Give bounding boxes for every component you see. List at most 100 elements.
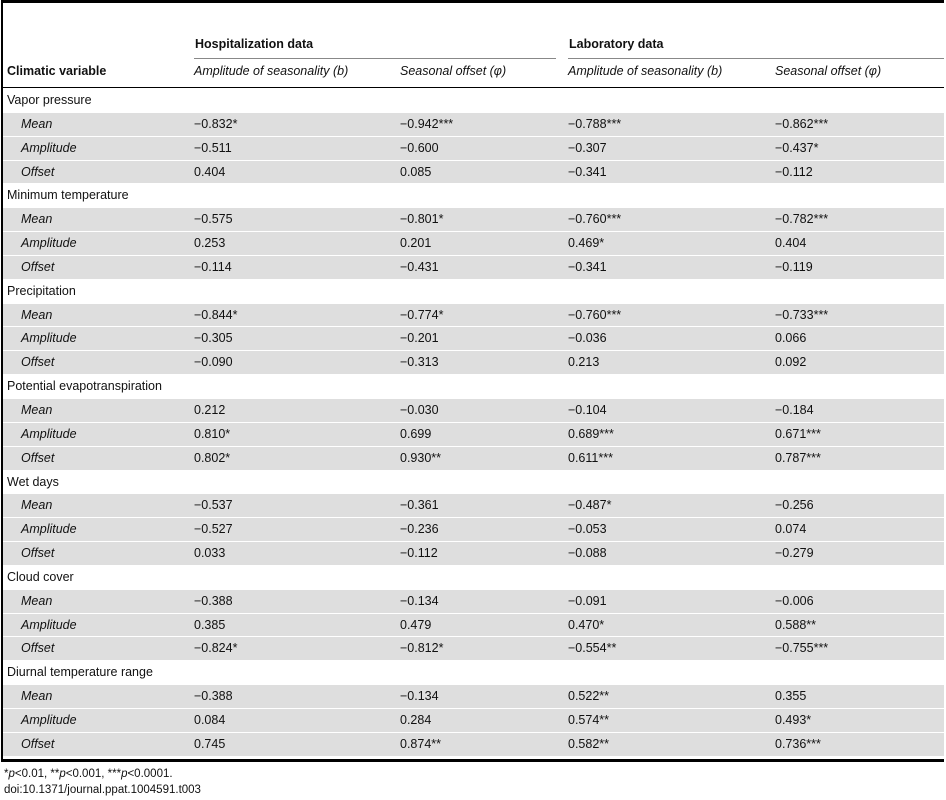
value-cell: −0.112 bbox=[775, 164, 813, 179]
value-cell: −0.341 bbox=[568, 164, 607, 179]
value-cell: −0.279 bbox=[775, 546, 814, 561]
table-row: Amplitude 0.084 0.284 0.574** 0.493* bbox=[3, 708, 944, 733]
value-cell: −0.733*** bbox=[775, 307, 829, 322]
table-row: Amplitude 0.253 0.201 0.469* 0.404 bbox=[3, 232, 944, 256]
value-cell: −0.788*** bbox=[568, 116, 622, 131]
table-row: Offset −0.824* −0.812* −0.554** −0.755*** bbox=[3, 637, 944, 662]
value-cell: −0.307 bbox=[568, 140, 607, 155]
col-header-variable: Climatic variable bbox=[7, 64, 107, 78]
row-label: Mean bbox=[21, 116, 53, 131]
table-frame bbox=[1, 0, 944, 762]
section-row: Precipitation bbox=[3, 280, 944, 304]
value-cell: 0.611*** bbox=[568, 450, 613, 465]
row-label: Amplitude bbox=[21, 236, 77, 251]
section-row: Minimum temperature bbox=[3, 184, 944, 208]
group-header-hospitalization: Hospitalization data bbox=[195, 37, 314, 51]
col-header-lab-amplitude: Amplitude of seasonality (b) bbox=[568, 64, 723, 78]
row-label: Mean bbox=[21, 689, 53, 704]
group-rule-laboratory bbox=[568, 58, 944, 59]
row-label: Amplitude bbox=[21, 331, 77, 346]
row-label: Offset bbox=[21, 355, 55, 370]
value-cell: −0.537 bbox=[194, 498, 233, 513]
value-cell: −0.201 bbox=[400, 331, 439, 346]
table-row: Offset −0.114 −0.431 −0.341 −0.119 bbox=[3, 255, 944, 280]
value-cell: −0.844* bbox=[194, 307, 238, 322]
section-row: Potential evapotranspiration bbox=[3, 375, 944, 399]
value-cell: −0.812* bbox=[400, 641, 444, 656]
value-cell: −0.134 bbox=[400, 689, 439, 704]
table-row: Amplitude 0.810* 0.699 0.689*** 0.671*** bbox=[3, 422, 944, 447]
value-cell: −0.104 bbox=[568, 402, 607, 417]
value-cell: 0.469* bbox=[568, 236, 605, 251]
value-cell: −0.487* bbox=[568, 498, 612, 513]
value-cell: −0.088 bbox=[568, 546, 607, 561]
value-cell: −0.554** bbox=[568, 641, 617, 656]
row-label: Mean bbox=[21, 307, 53, 322]
value-cell: −0.341 bbox=[568, 259, 607, 274]
value-cell: −0.388 bbox=[194, 593, 233, 608]
row-label: Amplitude bbox=[21, 426, 77, 441]
value-cell: −0.527 bbox=[194, 522, 233, 537]
row-label: Amplitude bbox=[21, 712, 77, 727]
row-label: Mean bbox=[21, 402, 53, 417]
value-cell: −0.760*** bbox=[568, 307, 622, 322]
value-cell: 0.574** bbox=[568, 712, 610, 727]
value-cell: 0.930** bbox=[400, 450, 442, 465]
section-title: Wet days bbox=[7, 474, 59, 489]
value-cell: −0.053 bbox=[568, 522, 607, 537]
section-row: Cloud cover bbox=[3, 566, 944, 590]
table-row: Offset 0.745 0.874** 0.582** 0.736*** bbox=[3, 732, 944, 757]
row-label: Offset bbox=[21, 450, 55, 465]
section-title: Cloud cover bbox=[7, 569, 74, 584]
value-cell: 0.802* bbox=[194, 450, 231, 465]
value-cell: −0.313 bbox=[400, 355, 439, 370]
value-cell: −0.030 bbox=[400, 402, 439, 417]
value-cell: −0.305 bbox=[194, 331, 233, 346]
table-row: Offset 0.802* 0.930** 0.611*** 0.787*** bbox=[3, 446, 944, 471]
value-cell: 0.253 bbox=[194, 236, 226, 251]
value-cell: −0.575 bbox=[194, 212, 233, 227]
value-cell: −0.832* bbox=[194, 116, 238, 131]
value-cell: −0.256 bbox=[775, 498, 814, 513]
section-title: Diurnal temperature range bbox=[7, 665, 153, 680]
group-header-laboratory: Laboratory data bbox=[569, 37, 664, 51]
table-row: Amplitude −0.527 −0.236 −0.053 0.074 bbox=[3, 518, 944, 543]
value-cell: 0.522** bbox=[568, 689, 610, 704]
value-cell: 0.582** bbox=[568, 736, 610, 751]
group-rule-hospitalization bbox=[194, 58, 556, 59]
table-row: Mean −0.832* −0.942*** −0.788*** −0.862*** bbox=[3, 112, 944, 137]
value-cell: 0.787*** bbox=[775, 450, 821, 465]
value-cell: −0.091 bbox=[568, 593, 607, 608]
section-title: Minimum temperature bbox=[7, 188, 129, 203]
table-row: Amplitude −0.305 −0.201 −0.036 0.066 bbox=[3, 327, 944, 352]
value-cell: −0.774* bbox=[400, 307, 444, 322]
row-label: Mean bbox=[21, 212, 53, 227]
value-cell: −0.006 bbox=[775, 593, 814, 608]
value-cell: −0.119 bbox=[775, 259, 813, 274]
value-cell: −0.236 bbox=[400, 522, 439, 537]
table-row: Mean −0.388 −0.134 0.522** 0.355 bbox=[3, 685, 944, 709]
value-cell: 0.689*** bbox=[568, 426, 614, 441]
row-label: Mean bbox=[21, 593, 53, 608]
value-cell: −0.437* bbox=[775, 140, 819, 155]
col-header-hosp-amplitude: Amplitude of seasonality (b) bbox=[194, 64, 349, 78]
value-cell: −0.824* bbox=[194, 641, 238, 656]
value-cell: −0.090 bbox=[194, 355, 233, 370]
value-cell: −0.801* bbox=[400, 212, 444, 227]
value-cell: −0.184 bbox=[775, 402, 814, 417]
value-cell: 0.084 bbox=[194, 712, 226, 727]
value-cell: −0.114 bbox=[194, 259, 232, 274]
value-cell: −0.361 bbox=[400, 498, 439, 513]
value-cell: −0.755*** bbox=[775, 641, 829, 656]
value-cell: 0.479 bbox=[400, 617, 432, 632]
table-footnote: *p<0.01, **p<0.001, ***p<0.0001. doi:10.… bbox=[4, 766, 201, 798]
value-cell: 0.671*** bbox=[775, 426, 821, 441]
section-title: Potential evapotranspiration bbox=[7, 379, 162, 394]
col-header-lab-offset: Seasonal offset (φ) bbox=[775, 64, 882, 78]
row-label: Mean bbox=[21, 498, 53, 513]
value-cell: 0.588** bbox=[775, 617, 817, 632]
row-label: Offset bbox=[21, 259, 55, 274]
doi-text: doi:10.1371/journal.ppat.1004591.t003 bbox=[4, 784, 201, 796]
value-cell: 0.085 bbox=[400, 164, 432, 179]
value-cell: −0.942*** bbox=[400, 116, 454, 131]
